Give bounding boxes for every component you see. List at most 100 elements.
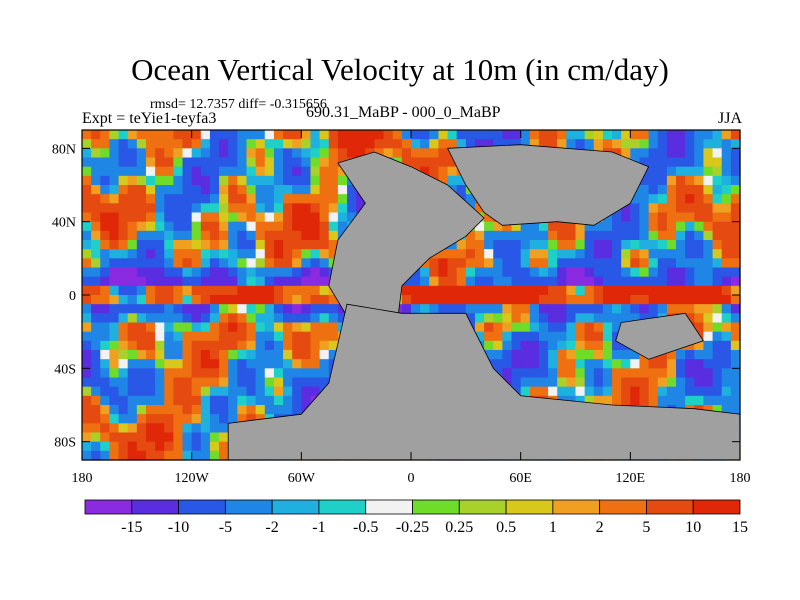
field-cell [502, 276, 513, 287]
field-cell [511, 240, 522, 250]
field-cell [82, 441, 92, 452]
field-cell [155, 304, 165, 314]
field-cell [310, 175, 321, 186]
field-cell [712, 313, 723, 324]
field-cell [657, 185, 668, 195]
field-cell [593, 313, 604, 324]
field-cell [493, 331, 503, 342]
field-cell [209, 331, 220, 342]
field-cell [538, 221, 549, 232]
field-cell [237, 276, 248, 287]
field-cell [301, 258, 312, 269]
field-cell [438, 249, 449, 259]
field-cell [292, 230, 302, 241]
field-cell [502, 139, 513, 149]
field-cell [557, 377, 567, 388]
field-cell [109, 340, 120, 351]
field-cell [630, 258, 641, 269]
field-cell [730, 148, 741, 159]
field-cell [100, 276, 111, 287]
field-cell [82, 230, 92, 241]
field-cell [228, 166, 238, 177]
field-cell [685, 359, 695, 369]
field-cell [694, 395, 705, 406]
field-cell [666, 194, 677, 204]
field-cell [730, 258, 741, 269]
field-cell [666, 139, 677, 149]
field-cell [173, 240, 184, 250]
field-cell [200, 276, 211, 287]
field-cell [109, 276, 120, 287]
field-cell [209, 395, 220, 406]
field-cell [621, 212, 631, 223]
field-cell [575, 240, 586, 250]
field-cell [676, 194, 686, 204]
field-cell [712, 166, 723, 177]
field-cell [712, 175, 723, 186]
field-cell [301, 194, 312, 204]
field-cell [173, 304, 184, 314]
field-cell [173, 313, 184, 324]
field-cell [209, 441, 220, 452]
field-cell [420, 295, 430, 305]
field-cell [173, 175, 184, 186]
field-cell [264, 166, 275, 177]
field-cell [292, 295, 302, 305]
field-cell [347, 212, 357, 223]
field-cell [173, 331, 184, 342]
field-cell [566, 313, 577, 324]
field-cell [292, 331, 302, 342]
field-cell [447, 130, 458, 140]
field-cell [502, 240, 513, 250]
field-cell [100, 221, 111, 232]
field-cell [520, 359, 531, 369]
field-cell [273, 359, 284, 369]
field-cell [575, 267, 586, 278]
field-cell [82, 148, 92, 159]
field-cell [182, 322, 193, 333]
field-cell [474, 221, 485, 232]
field-cell [456, 304, 467, 314]
field-cell [676, 395, 686, 406]
field-cell [136, 313, 147, 324]
field-cell [173, 249, 184, 259]
field-cell [666, 230, 677, 241]
field-cell [255, 194, 266, 204]
field-cell [164, 130, 174, 140]
field-cell [337, 221, 348, 232]
field-cell [209, 295, 220, 305]
field-cell [676, 185, 686, 195]
field-cell [648, 258, 659, 269]
field-cell [91, 157, 101, 168]
field-cell [209, 166, 220, 177]
field-cell [411, 267, 421, 278]
field-cell [575, 230, 586, 241]
field-cell [136, 230, 147, 241]
field-cell [127, 423, 138, 434]
field-cell [292, 240, 302, 250]
field-cell [264, 386, 275, 397]
field-cell [91, 148, 101, 159]
field-cell [685, 194, 695, 204]
x-tick-label: 60E [509, 471, 532, 486]
field-cell [548, 322, 558, 333]
field-cell [511, 267, 522, 278]
field-cell [721, 340, 732, 351]
field-cell [182, 414, 193, 424]
colorbar-label: -0.25 [396, 519, 429, 536]
field-cell [209, 350, 220, 360]
field-cell [730, 276, 741, 287]
field-cell [118, 267, 129, 278]
field-cell [173, 203, 184, 214]
field-cell [100, 285, 111, 296]
field-cell [145, 212, 156, 223]
field-cell [310, 240, 321, 250]
field-cell [657, 304, 668, 314]
field-cell [273, 285, 284, 296]
field-cell [100, 450, 111, 461]
field-cell [82, 203, 92, 214]
field-cell [621, 368, 631, 379]
field-cell [557, 322, 567, 333]
field-cell [666, 212, 677, 223]
field-cell [164, 212, 174, 223]
